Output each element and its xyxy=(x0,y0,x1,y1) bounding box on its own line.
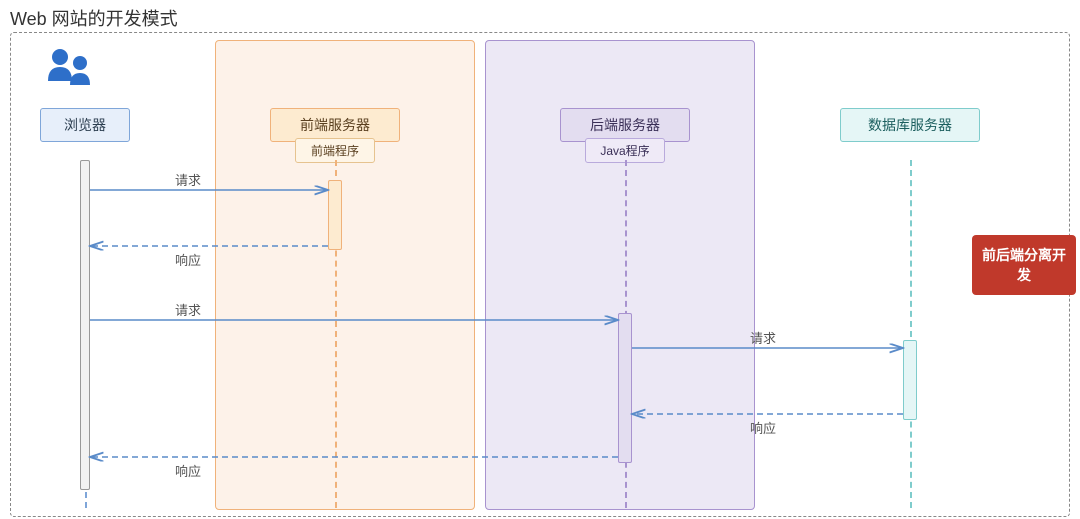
message-label-resp2: 响应 xyxy=(175,461,201,480)
actor-browser-label: 浏览器 xyxy=(64,117,106,133)
actor-frontend: 前端服务器 xyxy=(270,108,400,142)
actor-backend-label: 后端服务器 xyxy=(590,117,660,133)
message-label-req3: 请求 xyxy=(750,328,776,347)
actor-browser: 浏览器 xyxy=(40,108,130,142)
actor-backend: 后端服务器 xyxy=(560,108,690,142)
badge-label: 前后端分离开发 xyxy=(982,247,1066,283)
actor-frontend-label: 前端服务器 xyxy=(300,117,370,133)
activation-db xyxy=(903,340,917,420)
actor-frontend-sub-label: 前端程序 xyxy=(311,144,359,158)
badge-separation: 前后端分离开发 xyxy=(972,235,1076,295)
activation-browser xyxy=(80,160,90,490)
activation-backend xyxy=(618,313,632,463)
actor-backend-sub-label: Java程序 xyxy=(600,144,649,158)
actor-db-label: 数据库服务器 xyxy=(868,117,952,133)
message-label-req2: 请求 xyxy=(175,300,201,319)
activation-frontend xyxy=(328,180,342,250)
lifeline-db xyxy=(910,160,912,508)
diagram-title: Web 网站的开发模式 xyxy=(10,5,178,31)
message-label-resp1: 响应 xyxy=(175,250,201,269)
message-label-resp3: 响应 xyxy=(750,418,776,437)
users-icon xyxy=(40,45,100,100)
message-label-req1: 请求 xyxy=(175,170,201,189)
actor-db: 数据库服务器 xyxy=(840,108,980,142)
